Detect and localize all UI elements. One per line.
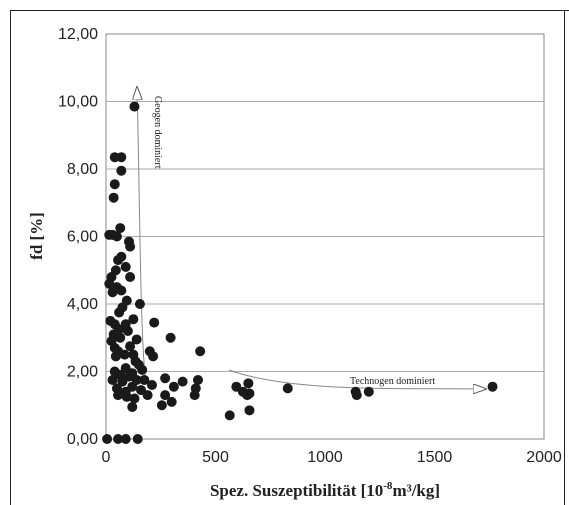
data-point [131, 334, 142, 345]
data-point [142, 390, 153, 401]
x-axis-label: Spez. Suszeptibilität [10-8m³/kg] [210, 480, 440, 500]
y-tick-label: 10,00 [58, 94, 98, 111]
data-point [244, 405, 255, 416]
data-point [115, 223, 126, 234]
data-point [127, 401, 138, 412]
data-point [132, 434, 143, 444]
data-point [122, 326, 133, 336]
data-point [117, 376, 128, 387]
data-point [195, 346, 206, 357]
data-point [107, 374, 118, 385]
x-axis-label-unit: m³/kg] [392, 481, 440, 500]
y-tick-label: 8,00 [67, 161, 98, 178]
data-point [107, 287, 118, 298]
data-point [116, 251, 127, 262]
data-point [120, 261, 131, 272]
y-tick-labels: 0,00 2,00 4,00 6,00 8,00 10,00 12,00 [58, 26, 98, 448]
data-point [129, 101, 140, 112]
data-point [129, 393, 140, 404]
data-point [109, 179, 120, 190]
data-point [128, 314, 139, 325]
data-point [125, 341, 136, 352]
data-point [148, 351, 159, 362]
x-axis-label-sup: -8 [383, 480, 393, 492]
data-point [149, 317, 160, 328]
data-point [168, 381, 179, 392]
data-point [363, 386, 374, 397]
data-point [121, 391, 132, 402]
data-point [108, 192, 119, 203]
data-point [242, 390, 253, 401]
data-points [102, 101, 498, 444]
y-tick-label: 12,00 [58, 26, 98, 43]
data-point [104, 278, 115, 289]
technogen-arrow [228, 369, 486, 389]
data-point [192, 374, 203, 385]
data-point [160, 390, 171, 401]
data-point [115, 332, 126, 343]
y-tick-label: 0,00 [67, 431, 98, 448]
data-point [351, 390, 362, 401]
data-point [146, 380, 157, 390]
y-tick-label: 2,00 [67, 364, 98, 381]
data-point [114, 307, 125, 318]
data-point [102, 434, 113, 444]
data-point [189, 390, 200, 401]
data-point [116, 152, 127, 163]
annotation-technogen: Technogen dominiert [350, 376, 435, 387]
data-point [166, 396, 177, 407]
y-tick-label: 4,00 [67, 296, 98, 313]
data-point [137, 364, 148, 375]
data-point [224, 410, 235, 421]
x-tick-label: 1000 [307, 449, 343, 466]
data-point [116, 285, 127, 296]
annotation-geogen: Geogen dominiert [152, 96, 163, 169]
data-point [113, 434, 124, 444]
data-point [134, 299, 145, 309]
data-point [160, 373, 171, 384]
data-point [139, 374, 150, 385]
data-point [113, 390, 124, 401]
data-point [156, 400, 167, 411]
data-point [165, 332, 176, 343]
data-point [120, 434, 131, 444]
x-tick-label: 1500 [417, 449, 453, 466]
data-point [119, 349, 130, 360]
y-axis-label: fd [%] [27, 212, 46, 260]
data-point [111, 231, 122, 242]
data-point [125, 241, 136, 252]
data-point [110, 351, 121, 362]
grid-lines [106, 101, 544, 372]
x-tick-labels: 0 500 1000 1500 2000 [102, 449, 562, 466]
x-axis-label-main: Spez. Suszeptibilität [10 [210, 481, 383, 500]
y-tick-label: 6,00 [67, 229, 98, 246]
data-point [116, 165, 127, 176]
data-point [282, 383, 293, 394]
x-tick-label: 0 [102, 449, 111, 466]
data-point [487, 381, 498, 392]
data-point [177, 376, 188, 387]
x-tick-label: 500 [202, 449, 229, 466]
data-point [127, 381, 138, 392]
x-tick-label: 2000 [526, 449, 562, 466]
data-point [125, 272, 136, 282]
data-point [243, 378, 254, 389]
geogen-arrow [137, 87, 147, 384]
